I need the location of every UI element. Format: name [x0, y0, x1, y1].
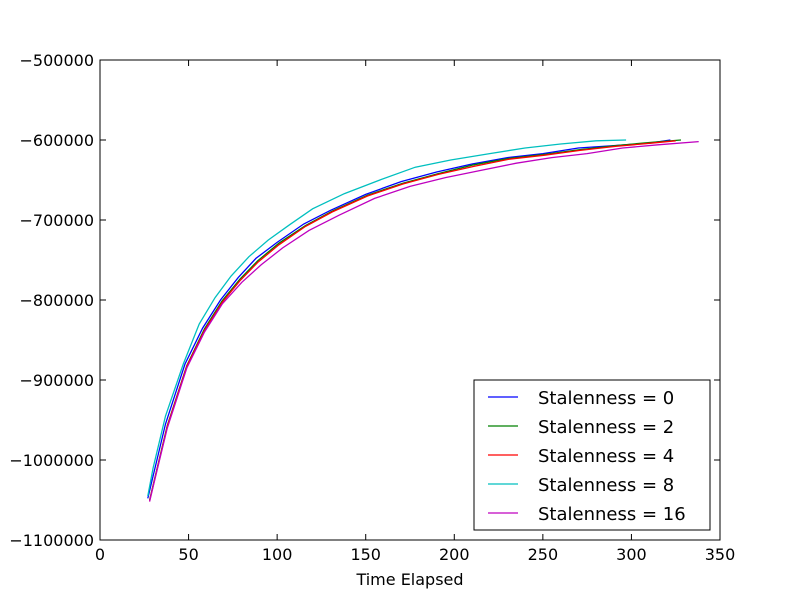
series-line-2 — [148, 140, 676, 501]
x-tick-label: 50 — [178, 545, 198, 564]
x-tick-label: 250 — [528, 545, 559, 564]
y-tick-label: −500000 — [20, 51, 94, 70]
legend: Stalenness = 0 Stalenness = 2 Stalenness =… — [473, 379, 711, 531]
y-tick-label: −900000 — [20, 371, 94, 390]
x-tick-label: 350 — [705, 545, 736, 564]
x-tick-label: 100 — [262, 545, 293, 564]
x-axis-label: Time Elapsed — [355, 570, 463, 589]
series-line-0 — [147, 139, 671, 499]
legend-entry-label: Stalenness = 4 — [538, 446, 674, 467]
x-tick-label: 150 — [350, 545, 381, 564]
series-line-3 — [147, 139, 627, 497]
x-tick-label: 0 — [95, 545, 105, 564]
x-tick-label: 300 — [616, 545, 647, 564]
x-tick-label: 200 — [439, 545, 470, 564]
y-tick-label: −700000 — [20, 211, 94, 230]
y-tick-label: −800000 — [20, 291, 94, 310]
series-layer — [147, 139, 699, 502]
series-line-4 — [148, 140, 699, 502]
legend-entry-label: Stalenness = 8 — [538, 475, 674, 496]
legend-entry-label: Stalenness = 0 — [538, 388, 674, 409]
legend-entry-label: Stalenness = 16 — [538, 504, 686, 525]
legend-entry-label: Stalenness = 2 — [538, 417, 674, 438]
y-tick-label: −1000000 — [9, 451, 94, 470]
y-tick-label: −1100000 — [9, 531, 94, 550]
ticks-layer: 0 50 100 150 200 250 300 350 −1100000 −1000000 −90… — [9, 51, 735, 564]
y-tick-label: −600000 — [20, 131, 94, 150]
